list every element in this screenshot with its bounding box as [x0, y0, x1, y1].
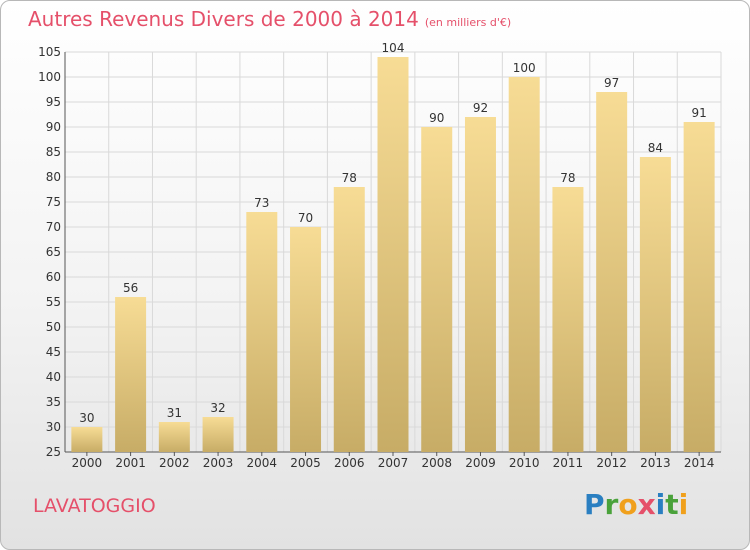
- x-tick-label-2006: 2006: [334, 456, 365, 470]
- x-tick-label-2010: 2010: [509, 456, 540, 470]
- x-tick-label-2008: 2008: [421, 456, 452, 470]
- bar-2009: [464, 117, 496, 452]
- bar-2000: [71, 427, 103, 452]
- y-tick-label: 100: [38, 70, 61, 84]
- y-tick-label: 25: [46, 445, 61, 459]
- y-tick-label: 70: [46, 220, 61, 234]
- proxiti-logo: Proxiti: [584, 488, 689, 521]
- x-tick-label-2002: 2002: [159, 456, 190, 470]
- chart-title: Autres Revenus Divers de 2000 à 2014 (en …: [28, 7, 511, 31]
- labels: 25 30 35 40 45 50 55 60 65 70 75 80 85 90 95 100 105 30 20…: [38, 41, 714, 470]
- bar-2012: [596, 92, 628, 452]
- y-tick-label: 55: [46, 295, 61, 309]
- x-tick-label-2004: 2004: [247, 456, 278, 470]
- value-label-2004: 73: [254, 196, 269, 210]
- y-tick-label: 35: [46, 395, 61, 409]
- x-tick-label-2013: 2013: [640, 456, 671, 470]
- x-tick-label-2003: 2003: [203, 456, 234, 470]
- x-tick-label-2014: 2014: [684, 456, 715, 470]
- value-label-2007: 104: [382, 41, 405, 55]
- y-tick-label: 45: [46, 345, 61, 359]
- x-tick-label-2011: 2011: [553, 456, 584, 470]
- y-tick-label: 60: [46, 270, 61, 284]
- value-label-2013: 84: [648, 141, 663, 155]
- y-tick-label: 80: [46, 170, 61, 184]
- bar-2008: [421, 127, 453, 452]
- value-label-2011: 78: [560, 171, 575, 185]
- y-tick-label: 30: [46, 420, 61, 434]
- x-tick-label-2005: 2005: [290, 456, 321, 470]
- y-tick-label: 75: [46, 195, 61, 209]
- value-label-2009: 92: [473, 101, 488, 115]
- commune-name: LAVATOGGIO: [33, 495, 156, 517]
- value-label-2012: 97: [604, 76, 619, 90]
- value-label-2005: 70: [298, 211, 313, 225]
- chart-title-text: Autres Revenus Divers de 2000 à 2014: [28, 7, 419, 31]
- bar-2004: [246, 212, 278, 452]
- x-tick-label-2007: 2007: [378, 456, 409, 470]
- value-label-2001: 56: [123, 281, 138, 295]
- value-label-2008: 90: [429, 111, 444, 125]
- value-label-2014: 91: [691, 106, 706, 120]
- bar-2007: [377, 57, 409, 452]
- value-label-2003: 32: [210, 401, 225, 415]
- y-tick-label: 105: [38, 45, 61, 59]
- y-tick-label: 40: [46, 370, 61, 384]
- chart-unit: (en milliers d'€): [424, 16, 512, 29]
- value-label-2000: 30: [79, 411, 94, 425]
- bar-2003: [202, 417, 234, 452]
- bar-2014: [683, 122, 715, 452]
- bar-2011: [552, 187, 584, 452]
- y-tick-label: 85: [46, 145, 61, 159]
- y-tick-label: 50: [46, 320, 61, 334]
- bar-2001: [115, 297, 147, 452]
- x-tick-label-2000: 2000: [72, 456, 103, 470]
- y-tick-label: 90: [46, 120, 61, 134]
- y-tick-label: 65: [46, 245, 61, 259]
- x-tick-label-2001: 2001: [115, 456, 146, 470]
- x-tick-label-2009: 2009: [465, 456, 496, 470]
- bar-2006: [333, 187, 365, 452]
- bar-2010: [508, 77, 540, 452]
- bar-2013: [639, 157, 671, 452]
- value-label-2006: 78: [342, 171, 357, 185]
- y-tick-label: 95: [46, 95, 61, 109]
- bar-2005: [290, 227, 322, 452]
- x-tick-label-2012: 2012: [596, 456, 627, 470]
- value-label-2010: 100: [513, 61, 536, 75]
- value-label-2002: 31: [167, 406, 182, 420]
- bar-2002: [158, 422, 190, 452]
- bars: [71, 57, 715, 452]
